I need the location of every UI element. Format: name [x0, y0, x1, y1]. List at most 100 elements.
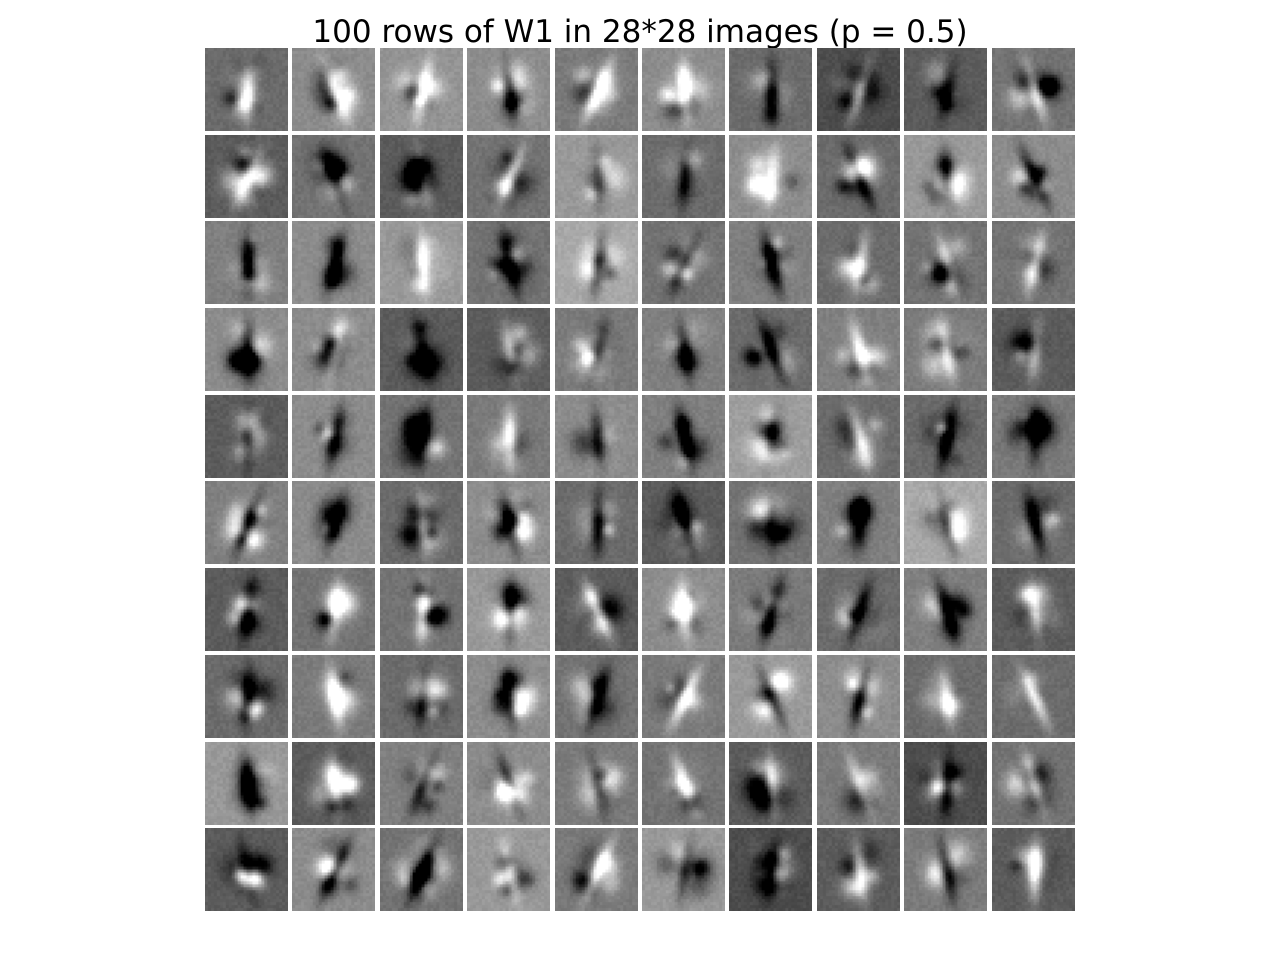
- weight-tile: [379, 828, 463, 912]
- weight-tile: [292, 741, 376, 825]
- weight-tile: [729, 394, 813, 478]
- weight-tile: [641, 394, 725, 478]
- weight-tile: [991, 48, 1075, 131]
- weight-tile: [904, 48, 988, 131]
- weight-tile: [904, 828, 988, 912]
- weight-tile: [729, 741, 813, 825]
- weight-tile: [554, 654, 638, 738]
- weight-tile: [205, 568, 288, 652]
- weight-tile: [991, 481, 1075, 565]
- weight-tile: [729, 481, 813, 565]
- weight-tile: [904, 134, 988, 218]
- weight-tile: [554, 741, 638, 825]
- weight-tile: [205, 828, 288, 912]
- weight-tile: [729, 828, 813, 912]
- weight-tile: [292, 221, 376, 305]
- weight-tile: [292, 654, 376, 738]
- weight-tile: [205, 481, 288, 565]
- weight-tile: [292, 308, 376, 392]
- weight-tile: [292, 134, 376, 218]
- weight-tile: [991, 828, 1075, 912]
- weight-tile: [991, 221, 1075, 305]
- weight-tile: [467, 568, 551, 652]
- weight-tile: [467, 828, 551, 912]
- weight-image-grid: [205, 48, 1075, 912]
- weight-tile: [816, 48, 900, 131]
- weight-tile: [554, 568, 638, 652]
- weight-tile: [816, 741, 900, 825]
- weight-tile: [467, 394, 551, 478]
- weight-tile: [729, 134, 813, 218]
- weight-tile: [467, 741, 551, 825]
- weight-tile: [379, 394, 463, 478]
- weight-tile: [554, 481, 638, 565]
- figure-title: 100 rows of W1 in 28*28 images (p = 0.5): [312, 14, 968, 50]
- weight-tile: [641, 828, 725, 912]
- weight-tile: [379, 568, 463, 652]
- weight-tile: [467, 221, 551, 305]
- weight-tile: [904, 654, 988, 738]
- weight-tile: [467, 654, 551, 738]
- weight-tile: [641, 48, 725, 131]
- weight-tile: [904, 308, 988, 392]
- weight-tile: [379, 308, 463, 392]
- weight-tile: [991, 568, 1075, 652]
- weight-tile: [816, 828, 900, 912]
- weight-tile: [641, 568, 725, 652]
- weight-tile: [904, 568, 988, 652]
- weight-tile: [729, 654, 813, 738]
- weight-tile: [816, 481, 900, 565]
- weight-tile: [292, 481, 376, 565]
- weight-tile: [467, 134, 551, 218]
- weight-tile: [467, 481, 551, 565]
- weight-tile: [991, 134, 1075, 218]
- weight-tile: [379, 481, 463, 565]
- weight-tile: [904, 221, 988, 305]
- weight-tile: [816, 568, 900, 652]
- weight-tile: [292, 568, 376, 652]
- weight-tile: [467, 308, 551, 392]
- weight-tile: [292, 394, 376, 478]
- weight-tile: [641, 481, 725, 565]
- weight-tile: [991, 308, 1075, 392]
- weight-tile: [641, 741, 725, 825]
- weight-tile: [379, 741, 463, 825]
- weight-tile: [379, 134, 463, 218]
- weight-tile: [991, 654, 1075, 738]
- weight-tile: [205, 741, 288, 825]
- weight-tile: [904, 741, 988, 825]
- weight-tile: [205, 654, 288, 738]
- weight-tile: [729, 221, 813, 305]
- weight-tile: [816, 221, 900, 305]
- weight-tile: [205, 394, 288, 478]
- weight-tile: [205, 221, 288, 305]
- weight-tile: [641, 221, 725, 305]
- weight-tile: [205, 48, 288, 131]
- weight-tile: [904, 481, 988, 565]
- weight-tile: [904, 394, 988, 478]
- weight-tile: [554, 394, 638, 478]
- weight-tile: [729, 48, 813, 131]
- weight-tile: [816, 308, 900, 392]
- weight-tile: [729, 308, 813, 392]
- weight-tile: [292, 828, 376, 912]
- weight-tile: [554, 308, 638, 392]
- weight-tile: [816, 654, 900, 738]
- weight-tile: [991, 741, 1075, 825]
- weight-tile: [205, 308, 288, 392]
- weight-tile: [379, 654, 463, 738]
- weight-tile: [379, 221, 463, 305]
- weight-tile: [467, 48, 551, 131]
- weight-tile: [641, 308, 725, 392]
- weight-tile: [816, 134, 900, 218]
- weight-tile: [554, 48, 638, 131]
- weight-tile: [554, 134, 638, 218]
- weight-tile: [729, 568, 813, 652]
- weight-tile: [641, 134, 725, 218]
- weight-tile: [205, 134, 288, 218]
- weight-tile: [816, 394, 900, 478]
- weight-tile: [292, 48, 376, 131]
- weight-tile: [554, 221, 638, 305]
- weight-tile: [991, 394, 1075, 478]
- weight-tile: [379, 48, 463, 131]
